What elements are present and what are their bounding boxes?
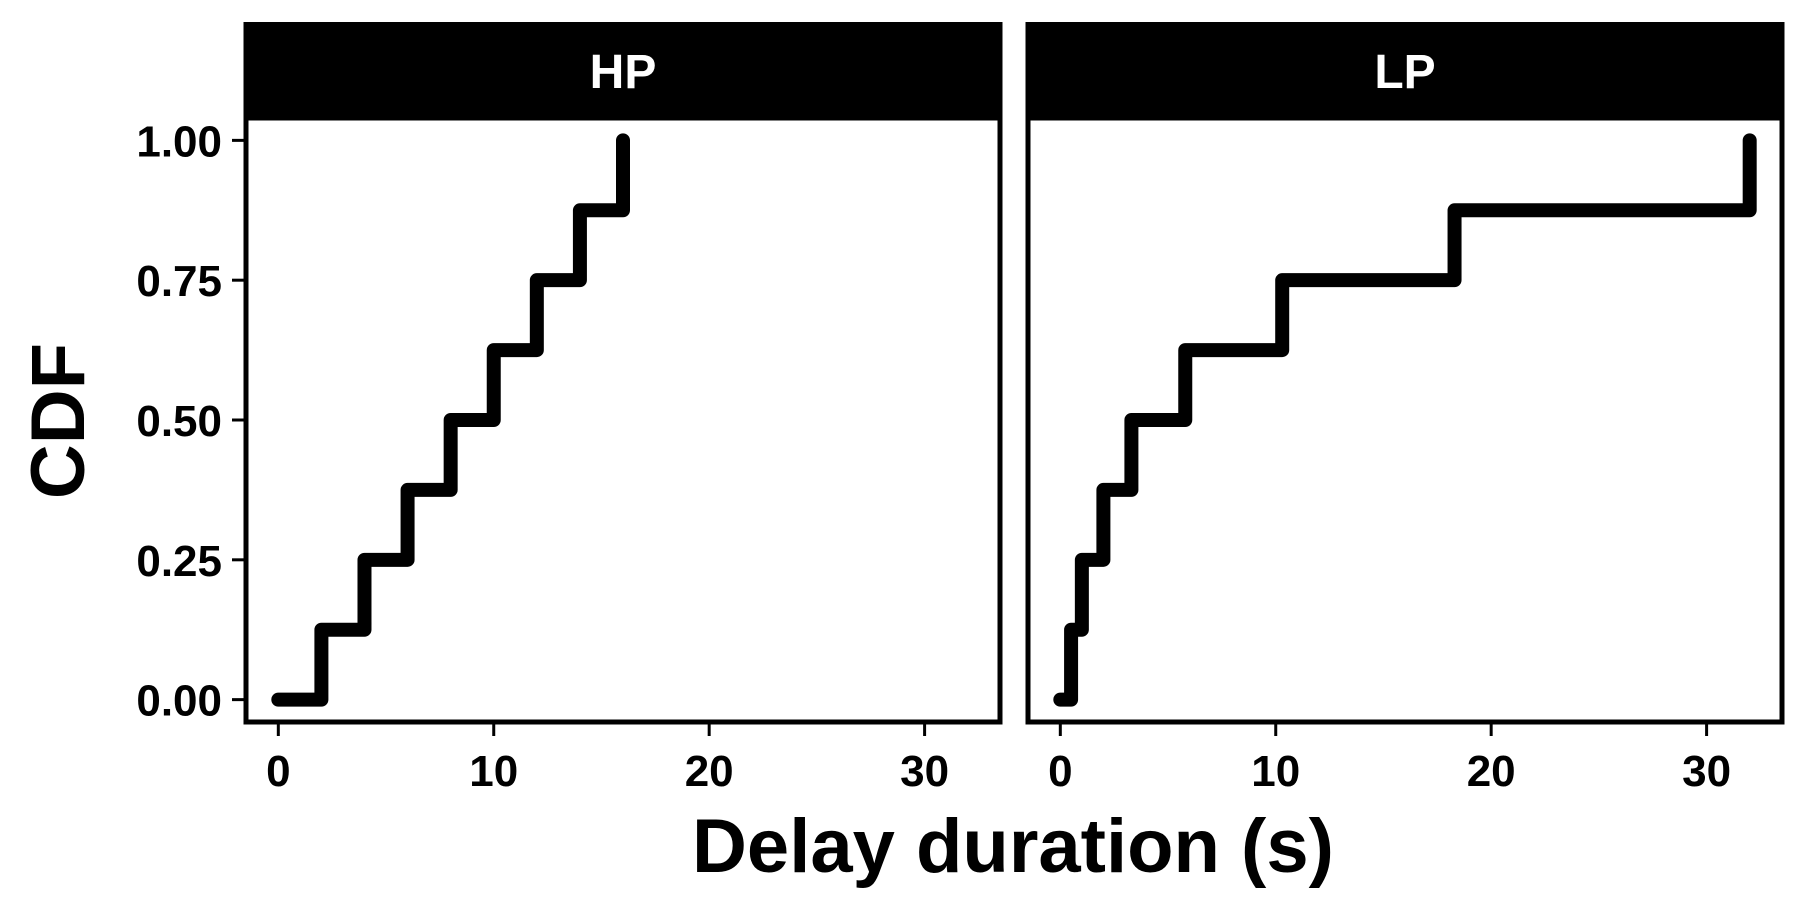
y-tick-label: 0.75 [136, 257, 222, 306]
x-tick-label: 30 [900, 747, 949, 796]
panel-lp: LP 0 10 20 30 [1025, 22, 1785, 796]
x-tick-label: 0 [1048, 747, 1072, 796]
x-tick-label: 0 [266, 747, 290, 796]
panel-strip-lp [1025, 22, 1785, 118]
y-tick-label: 0.25 [136, 537, 222, 586]
panel-strip-label: LP [1374, 46, 1435, 99]
cdf-step-line-lp [1053, 133, 1757, 707]
x-tick-label: 20 [1467, 747, 1516, 796]
y-tick-label: 0.00 [136, 677, 222, 726]
cdf-step-line-hp [271, 133, 630, 707]
panel-strip-hp [243, 22, 1003, 118]
x-tick-label: 20 [685, 747, 734, 796]
x-tick-label: 10 [469, 747, 518, 796]
y-axis-title: CDF [16, 343, 101, 499]
panel-strip-label: HP [590, 46, 657, 99]
x-tick-label: 10 [1251, 747, 1300, 796]
y-tick-label: 0.50 [136, 397, 222, 446]
x-tick-label: 30 [1682, 747, 1731, 796]
y-tick-label: 1.00 [136, 117, 222, 166]
x-axis-title: Delay duration (s) [692, 804, 1334, 889]
panel-frame-hp [243, 115, 1003, 725]
panel-hp: HP 0 10 20 30 0.00 0.25 0.50 0.75 1.00 [136, 22, 1003, 796]
facet-panels: HP 0 10 20 30 0.00 0.25 0.50 0.75 1.00 LP 0 10 20 30 [136, 22, 1785, 796]
panel-frame-lp [1025, 115, 1785, 725]
